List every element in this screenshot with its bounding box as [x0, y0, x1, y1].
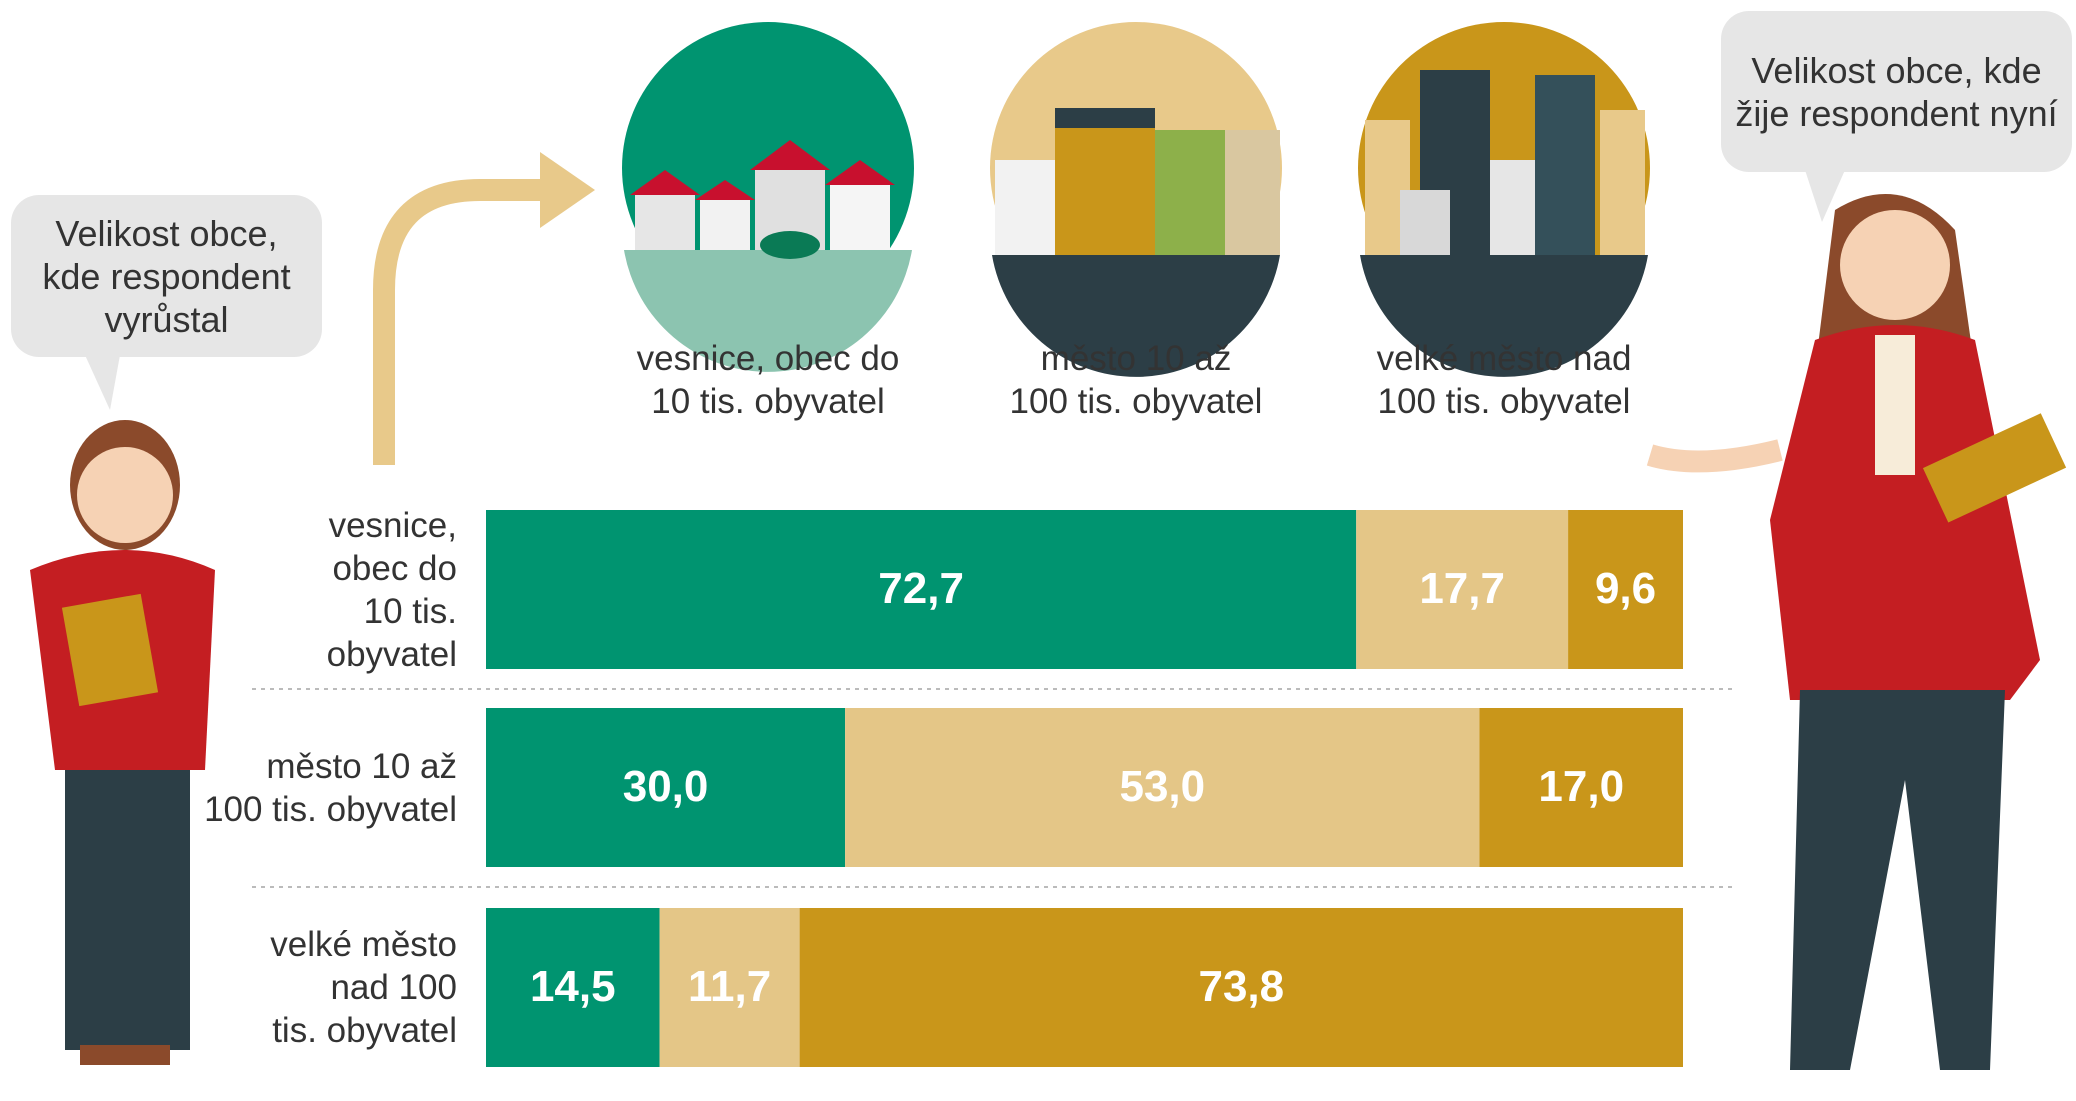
data-label: 11,7	[688, 962, 771, 1011]
data-label: 72,7	[878, 564, 964, 613]
legend-label: vesnice, obec do 10 tis. obyvatel	[636, 339, 900, 421]
data-label: 53,0	[1119, 762, 1205, 811]
legend-label: město 10 až 100 tis. obyvatel	[1009, 339, 1263, 421]
row-label: vesnice, obec do 10 tis. obyvatel	[326, 505, 457, 674]
village-icon	[622, 22, 914, 372]
data-label: 17,7	[1419, 564, 1505, 613]
bar-segment	[659, 908, 800, 1067]
girl-figure	[30, 420, 215, 1065]
bar-segment	[486, 908, 660, 1067]
annotation: Velikost obce, kde respondent vyrůstal	[42, 212, 291, 340]
arrow-head	[540, 152, 595, 228]
bubble-tail	[1805, 170, 1845, 222]
data-label: 9,6	[1595, 564, 1656, 613]
speech-bubble	[11, 195, 322, 357]
town-icon	[990, 22, 1282, 377]
bar-segment	[845, 708, 1480, 867]
row-label: město 10 až 100 tis. obyvatel	[204, 746, 457, 829]
bar-segment	[799, 908, 1683, 1067]
legend-label: velké město nad 100 tis. obyvatel	[1376, 339, 1632, 421]
row-label: velké město nad 100 tis. obyvatel	[270, 925, 457, 1050]
data-label: 14,5	[530, 962, 616, 1011]
data-label: 30,0	[623, 762, 709, 811]
data-label: 17,0	[1538, 762, 1624, 811]
bar-segment	[1479, 708, 1683, 867]
data-label: 73,8	[1198, 962, 1284, 1011]
bubble-tail	[85, 355, 120, 410]
bar-segment	[486, 510, 1357, 669]
bar-segment	[1568, 510, 1683, 669]
annotation: Velikost obce, kde žije respondent nyní	[1735, 49, 2058, 134]
city-icon	[1358, 22, 1650, 377]
woman-figure	[1646, 194, 2067, 1070]
speech-bubble	[1721, 11, 2072, 172]
arrow	[373, 179, 545, 465]
bar-segment	[1356, 510, 1569, 669]
bar-segment	[486, 708, 846, 867]
